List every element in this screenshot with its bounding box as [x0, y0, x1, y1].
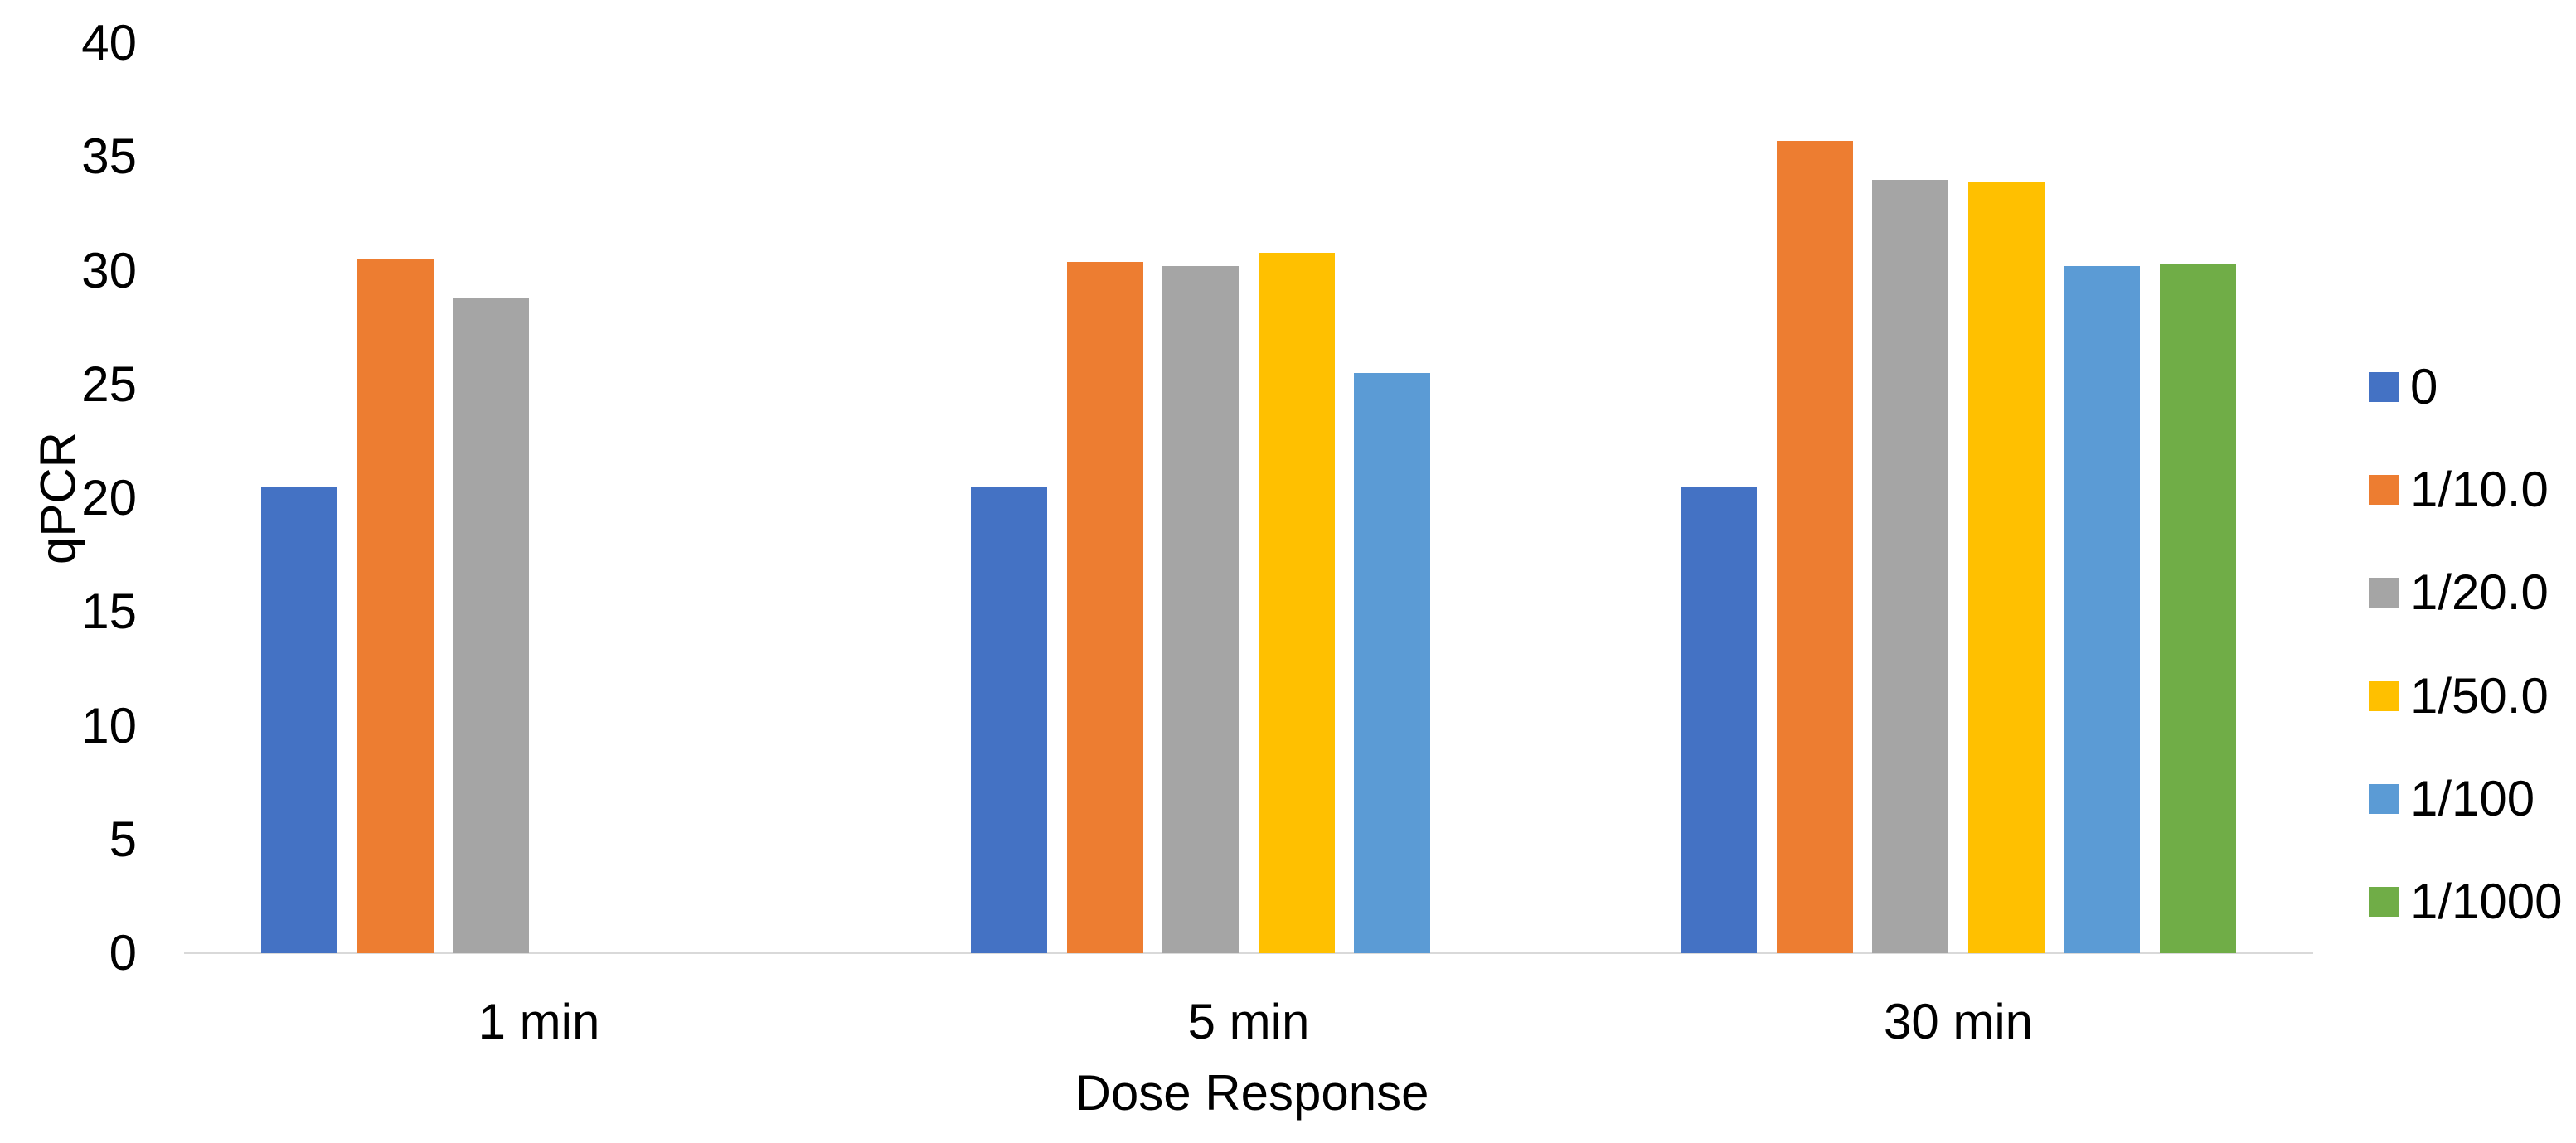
- legend-swatch-1500: [2369, 680, 2399, 711]
- bar-1100-5min: [1354, 373, 1430, 953]
- bar-1200-30min: [1872, 179, 1948, 953]
- y-tick-0: 0: [109, 925, 137, 981]
- legend-label-1100: 1/100: [2410, 770, 2535, 826]
- legend-label-0: 0: [2410, 359, 2438, 414]
- y-tick-15: 15: [81, 584, 137, 640]
- y-tick-5: 5: [109, 811, 137, 867]
- legend-swatch-1200: [2369, 578, 2399, 608]
- legend-swatch-11000: [2369, 887, 2399, 917]
- bar-11000-30min: [2159, 264, 2236, 953]
- bar-1500-30min: [1967, 182, 2045, 953]
- bar-0-5min: [971, 487, 1047, 953]
- y-tick-20: 20: [81, 470, 137, 525]
- bar-1100-30min: [1776, 141, 1853, 953]
- y-tick-35: 35: [81, 128, 137, 185]
- x-axis-line: [184, 952, 2313, 954]
- legend-swatch-1100: [2369, 475, 2399, 506]
- bar-1500-5min: [1258, 252, 1335, 953]
- x-category-30min: 30 min: [1883, 994, 2034, 1049]
- bar-1200-1min: [453, 298, 529, 953]
- y-tick-40: 40: [81, 15, 137, 70]
- bar-1100-1min: [357, 259, 434, 953]
- bar-0-1min: [261, 487, 337, 953]
- y-tick-10: 10: [81, 697, 137, 753]
- x-category-5min: 5 min: [1187, 994, 1310, 1049]
- legend-swatch-1100: [2369, 783, 2399, 814]
- bar-1200-5min: [1162, 266, 1239, 953]
- bar-1100-30min: [2064, 266, 2140, 953]
- bar-0-30min: [1681, 487, 1757, 953]
- legend-label-1100: 1/10.0: [2410, 462, 2549, 518]
- legend-swatch-0: [2369, 372, 2399, 402]
- legend-label-1200: 1/20.0: [2410, 564, 2549, 621]
- y-tick-30: 30: [81, 242, 137, 298]
- legend-label-11000: 1/1000: [2410, 874, 2563, 929]
- x-category-1min: 1 min: [478, 994, 600, 1049]
- bar-1100-5min: [1066, 261, 1143, 953]
- legend-label-1500: 1/50.0: [2410, 667, 2549, 724]
- x-axis-title: Dose Response: [1075, 1065, 1429, 1121]
- y-tick-25: 25: [81, 356, 137, 412]
